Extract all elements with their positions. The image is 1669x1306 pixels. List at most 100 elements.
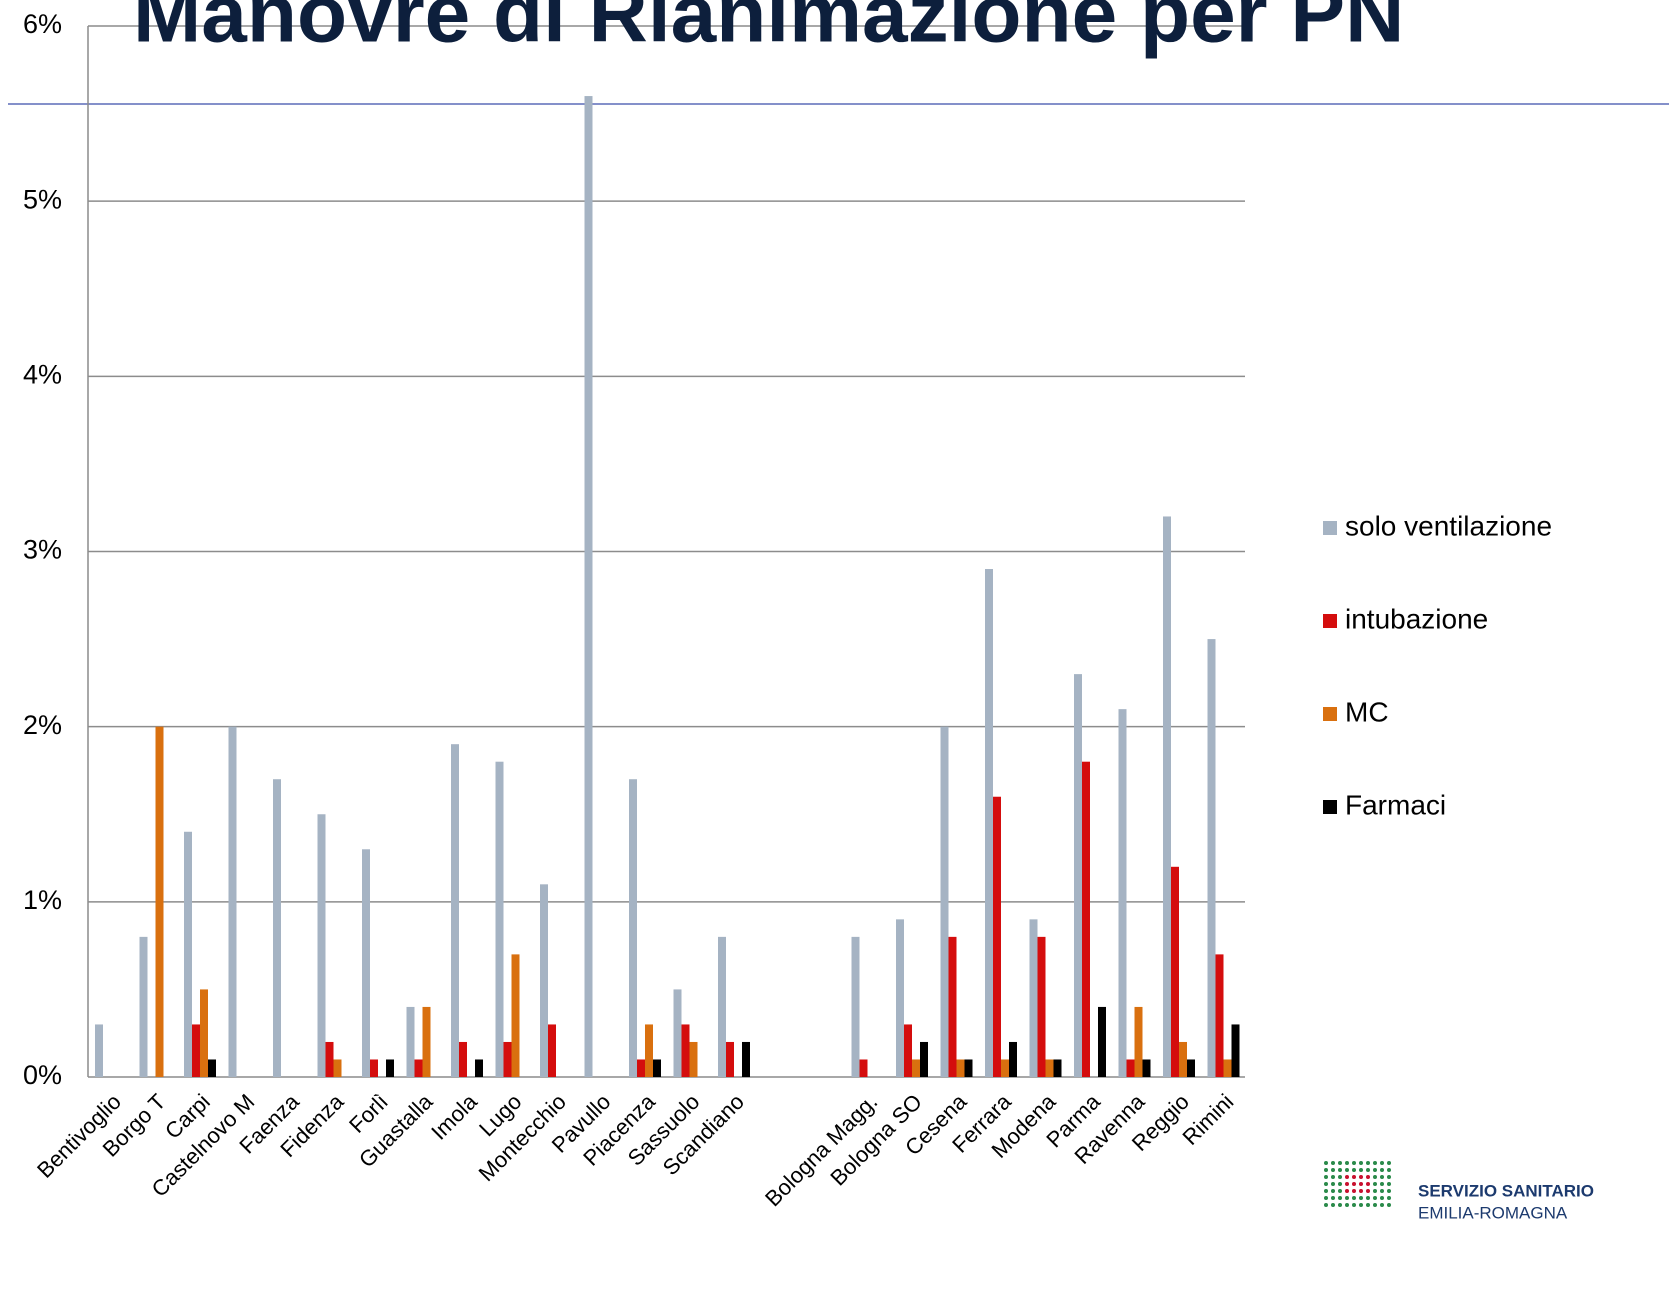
bar xyxy=(1001,1059,1009,1077)
legend-label: MC xyxy=(1345,696,1389,727)
logo-dot xyxy=(1387,1175,1391,1179)
bar xyxy=(370,1059,378,1077)
bar xyxy=(325,1041,334,1077)
logo-dot xyxy=(1338,1161,1342,1165)
bar xyxy=(414,1059,423,1077)
bar xyxy=(386,1059,394,1077)
bar xyxy=(406,1006,415,1077)
y-tick-label: 5% xyxy=(23,184,62,214)
logo-dot xyxy=(1387,1189,1391,1193)
bar xyxy=(896,919,904,1077)
bar xyxy=(1074,674,1082,1077)
logo-dot xyxy=(1380,1182,1384,1186)
bar xyxy=(184,831,192,1077)
bar xyxy=(920,1041,928,1077)
bar xyxy=(1163,516,1171,1077)
logo-dot xyxy=(1324,1189,1328,1193)
logo-dot xyxy=(1387,1196,1391,1200)
logo-dot xyxy=(1331,1161,1335,1165)
logo-dot xyxy=(1373,1182,1377,1186)
bar xyxy=(964,1059,973,1077)
legend-swatch xyxy=(1323,707,1337,721)
bar xyxy=(1009,1041,1017,1077)
bar xyxy=(689,1041,698,1077)
bar xyxy=(584,96,593,1078)
bar xyxy=(912,1059,920,1077)
logo-dot xyxy=(1324,1168,1328,1172)
logo-dot xyxy=(1366,1161,1370,1165)
logo-dot xyxy=(1338,1175,1342,1179)
bar xyxy=(718,936,726,1077)
bar xyxy=(653,1059,661,1077)
bar xyxy=(948,936,957,1077)
bar xyxy=(1118,709,1127,1077)
bar xyxy=(1187,1059,1195,1077)
logo-dot xyxy=(1338,1196,1342,1200)
logo-dot xyxy=(1380,1175,1384,1179)
logo-dot xyxy=(1331,1182,1335,1186)
logo-dot xyxy=(1345,1196,1349,1200)
logo-dot xyxy=(1380,1161,1384,1165)
bar xyxy=(139,936,148,1077)
logo-dot xyxy=(1352,1196,1356,1200)
bar xyxy=(904,1024,912,1077)
bar xyxy=(940,726,949,1077)
bar xyxy=(192,1024,200,1077)
bar xyxy=(1207,639,1216,1077)
bar xyxy=(511,954,520,1077)
logo-dot xyxy=(1331,1203,1335,1207)
bar xyxy=(1037,936,1046,1077)
legend-label: intubazione xyxy=(1345,603,1488,634)
logo-dot xyxy=(1380,1189,1384,1193)
bar xyxy=(540,884,548,1077)
logo-dot xyxy=(1352,1203,1356,1207)
bar xyxy=(742,1041,750,1077)
y-tick-label: 6% xyxy=(23,9,62,39)
logo-dot xyxy=(1366,1196,1370,1200)
logo-dot xyxy=(1366,1203,1370,1207)
bar xyxy=(1142,1059,1151,1077)
bar xyxy=(1223,1059,1232,1077)
bar xyxy=(451,744,459,1077)
logo-dot xyxy=(1380,1196,1384,1200)
logo-dot xyxy=(1366,1182,1370,1186)
logo-text: SERVIZIO SANITARIO xyxy=(1418,1181,1594,1200)
bar xyxy=(459,1041,467,1077)
logo-dot xyxy=(1345,1175,1349,1179)
logo-dot xyxy=(1345,1189,1349,1193)
bar xyxy=(95,1024,103,1077)
logo-dot xyxy=(1373,1189,1377,1193)
logo-dot xyxy=(1352,1161,1356,1165)
logo-dot xyxy=(1359,1168,1363,1172)
y-tick-label: 3% xyxy=(23,535,62,565)
bar xyxy=(362,849,370,1077)
logo-dot xyxy=(1352,1175,1356,1179)
logo-dot xyxy=(1338,1168,1342,1172)
bar xyxy=(956,1059,965,1077)
logo-dot xyxy=(1324,1175,1328,1179)
bar xyxy=(993,796,1001,1077)
bar xyxy=(228,726,237,1077)
bar xyxy=(208,1059,216,1077)
logo-dot xyxy=(1373,1161,1377,1165)
logo-dot xyxy=(1352,1189,1356,1193)
bar xyxy=(422,1006,431,1077)
bar xyxy=(726,1041,734,1077)
bar xyxy=(985,569,993,1077)
bar xyxy=(155,726,164,1077)
bar xyxy=(1231,1024,1240,1077)
logo-dot xyxy=(1345,1182,1349,1186)
x-tick-label: Rimini xyxy=(1177,1089,1238,1150)
logo-dot xyxy=(1387,1203,1391,1207)
logo-dot xyxy=(1331,1175,1335,1179)
logo-dot xyxy=(1345,1161,1349,1165)
logo-dot xyxy=(1366,1168,1370,1172)
bar xyxy=(1098,1006,1106,1077)
logo-dot xyxy=(1338,1189,1342,1193)
logo-dot xyxy=(1373,1175,1377,1179)
logo-dot xyxy=(1380,1203,1384,1207)
bar xyxy=(1134,1006,1143,1077)
logo-dot xyxy=(1373,1196,1377,1200)
